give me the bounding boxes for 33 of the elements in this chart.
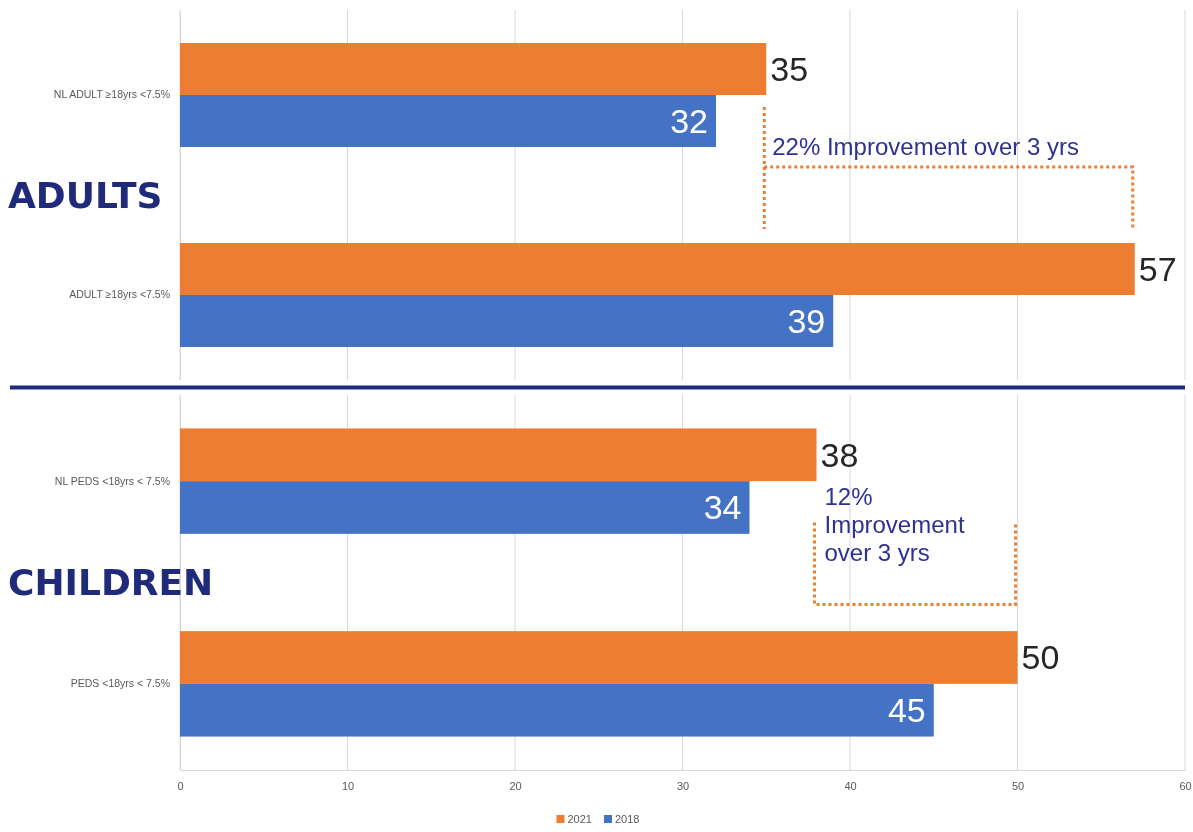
bar [180, 631, 1018, 684]
bar [180, 481, 750, 534]
y-tick-label: PEDS <18yrs < 7.5% [70, 677, 170, 690]
x-tick-label: 30 [676, 779, 690, 792]
x-tick-label: 50 [1011, 779, 1025, 792]
y-tick-label: NL ADULT ≥18yrs <7.5% [53, 88, 170, 101]
annotation: 12% Improvement over 3 yrs [824, 482, 965, 566]
bar [180, 295, 834, 347]
data-label: 50 [1021, 638, 1060, 677]
y-tick-label: NL PEDS <18yrs < 7.5% [54, 474, 170, 487]
data-label: 32 [670, 101, 708, 140]
bar [180, 95, 716, 147]
data-label: 57 [1138, 249, 1177, 288]
x-tick-label: 60 [1179, 779, 1192, 792]
legend-label: 2018 [614, 813, 640, 826]
bar [180, 683, 934, 737]
x-tick-label: 40 [844, 779, 857, 792]
data-label: 35 [770, 49, 809, 88]
annotation: 22% Improvement over 3 yrs [772, 133, 1080, 160]
legend-label: 2021 [567, 813, 592, 826]
data-label: 34 [703, 488, 742, 527]
y-tick-label: ADULT ≥18yrs <7.5% [69, 288, 170, 301]
data-label: 39 [787, 301, 826, 340]
bar [180, 43, 767, 95]
data-label: 38 [820, 435, 859, 474]
bar [180, 243, 1135, 295]
annotation: CHILDREN [8, 562, 214, 604]
x-tick-label: 20 [509, 779, 522, 792]
text: ADULTS [8, 174, 163, 216]
x-tick-label: 10 [341, 779, 355, 792]
data-label: 45 [887, 691, 926, 730]
bar [180, 428, 817, 482]
x-tick-label: 0 [177, 779, 184, 792]
